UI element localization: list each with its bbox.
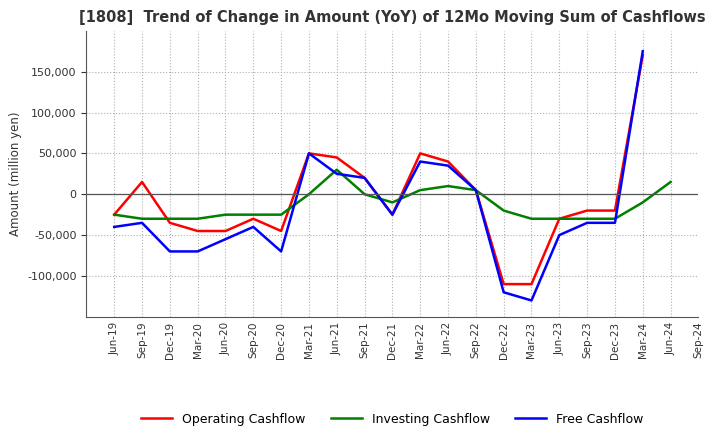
Free Cashflow xyxy=(305,151,313,156)
Operating Cashflow xyxy=(582,208,591,213)
Investing Cashflow xyxy=(305,191,313,197)
Operating Cashflow xyxy=(276,228,285,234)
Free Cashflow xyxy=(582,220,591,225)
Investing Cashflow xyxy=(138,216,146,221)
Line: Operating Cashflow: Operating Cashflow xyxy=(114,55,643,284)
Investing Cashflow xyxy=(166,216,174,221)
Free Cashflow xyxy=(416,159,425,164)
Operating Cashflow xyxy=(444,159,452,164)
Operating Cashflow xyxy=(555,216,564,221)
Free Cashflow xyxy=(555,232,564,238)
Free Cashflow xyxy=(639,48,647,54)
Y-axis label: Amount (million yen): Amount (million yen) xyxy=(9,112,22,236)
Operating Cashflow xyxy=(221,228,230,234)
Free Cashflow xyxy=(110,224,119,230)
Free Cashflow xyxy=(472,187,480,193)
Operating Cashflow xyxy=(110,212,119,217)
Operating Cashflow xyxy=(166,220,174,225)
Free Cashflow xyxy=(249,224,258,230)
Operating Cashflow xyxy=(333,155,341,160)
Free Cashflow xyxy=(166,249,174,254)
Investing Cashflow xyxy=(472,187,480,193)
Operating Cashflow xyxy=(305,151,313,156)
Free Cashflow xyxy=(388,212,397,217)
Investing Cashflow xyxy=(221,212,230,217)
Investing Cashflow xyxy=(611,216,619,221)
Line: Investing Cashflow: Investing Cashflow xyxy=(114,170,670,219)
Free Cashflow xyxy=(500,290,508,295)
Free Cashflow xyxy=(444,163,452,168)
Free Cashflow xyxy=(276,249,285,254)
Free Cashflow xyxy=(360,175,369,180)
Free Cashflow xyxy=(527,298,536,303)
Operating Cashflow xyxy=(611,208,619,213)
Line: Free Cashflow: Free Cashflow xyxy=(114,51,643,301)
Operating Cashflow xyxy=(138,180,146,185)
Legend: Operating Cashflow, Investing Cashflow, Free Cashflow: Operating Cashflow, Investing Cashflow, … xyxy=(136,408,649,431)
Investing Cashflow xyxy=(527,216,536,221)
Free Cashflow xyxy=(221,237,230,242)
Operating Cashflow xyxy=(500,282,508,287)
Operating Cashflow xyxy=(639,53,647,58)
Investing Cashflow xyxy=(444,183,452,189)
Free Cashflow xyxy=(611,220,619,225)
Investing Cashflow xyxy=(416,187,425,193)
Investing Cashflow xyxy=(500,208,508,213)
Operating Cashflow xyxy=(360,175,369,180)
Investing Cashflow xyxy=(666,180,675,185)
Operating Cashflow xyxy=(388,212,397,217)
Free Cashflow xyxy=(333,171,341,176)
Investing Cashflow xyxy=(333,167,341,172)
Free Cashflow xyxy=(138,220,146,225)
Investing Cashflow xyxy=(360,191,369,197)
Investing Cashflow xyxy=(582,216,591,221)
Free Cashflow xyxy=(194,249,202,254)
Operating Cashflow xyxy=(527,282,536,287)
Investing Cashflow xyxy=(555,216,564,221)
Title: [1808]  Trend of Change in Amount (YoY) of 12Mo Moving Sum of Cashflows: [1808] Trend of Change in Amount (YoY) o… xyxy=(79,11,706,26)
Operating Cashflow xyxy=(249,216,258,221)
Operating Cashflow xyxy=(472,187,480,193)
Operating Cashflow xyxy=(416,151,425,156)
Operating Cashflow xyxy=(194,228,202,234)
Investing Cashflow xyxy=(639,200,647,205)
Investing Cashflow xyxy=(388,200,397,205)
Investing Cashflow xyxy=(110,212,119,217)
Investing Cashflow xyxy=(249,212,258,217)
Investing Cashflow xyxy=(194,216,202,221)
Investing Cashflow xyxy=(276,212,285,217)
